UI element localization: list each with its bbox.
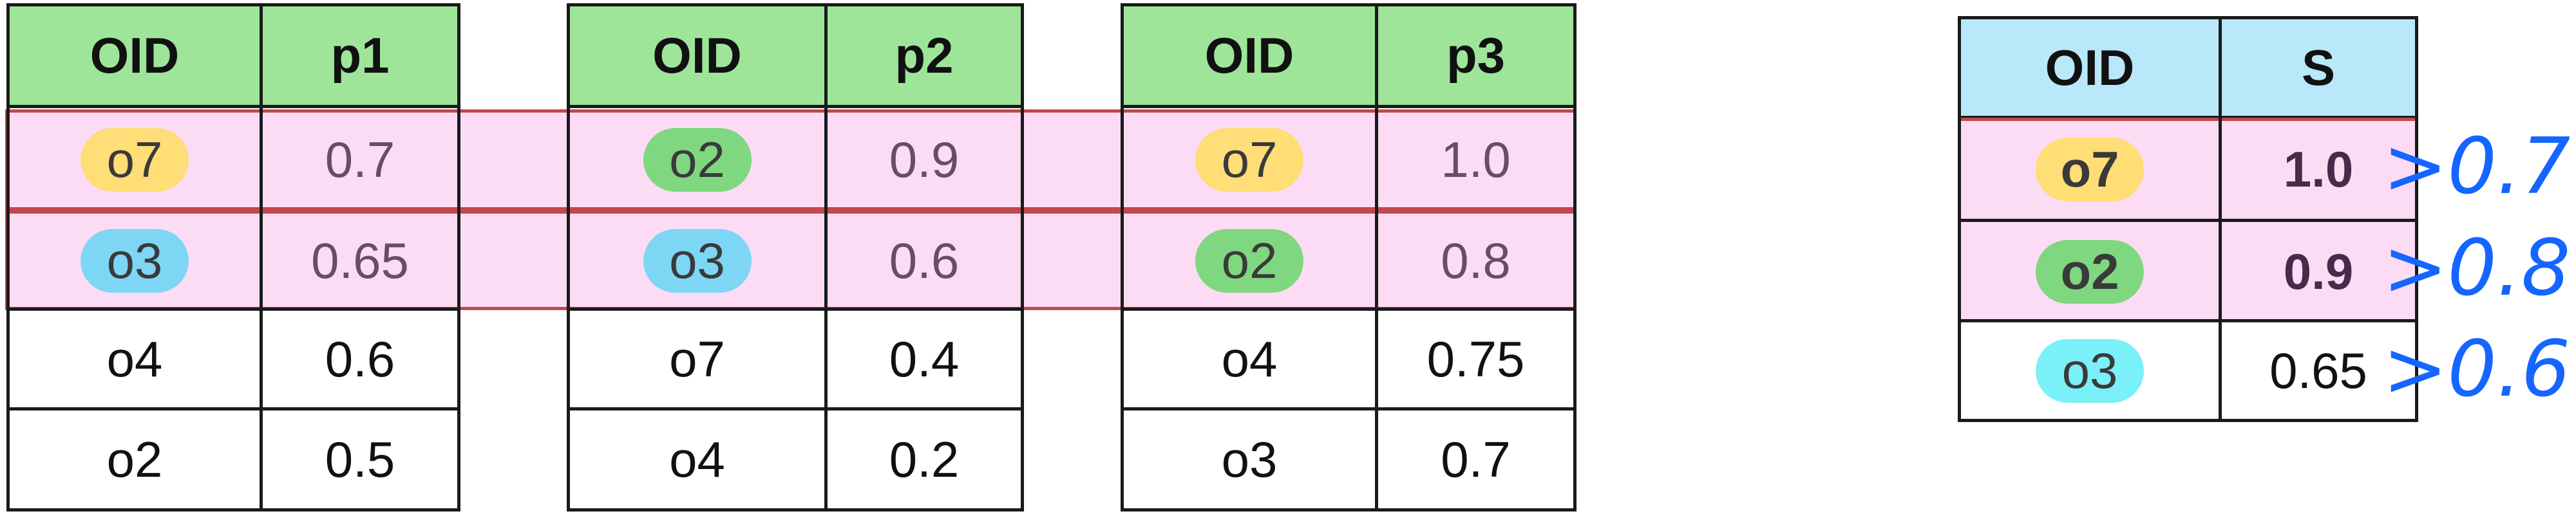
header-oid: OID <box>6 3 263 108</box>
oid-cell: o4 <box>567 407 828 511</box>
value-cell: 0.5 <box>260 407 460 511</box>
oid-cell: o3 <box>6 211 263 311</box>
value-cell: 0.6 <box>889 232 960 289</box>
oid-cell: o7 <box>1121 108 1378 211</box>
oid-cell: o3 <box>1958 319 2222 422</box>
oid-pill: o2 <box>2036 239 2144 304</box>
column-divider <box>1573 108 1577 311</box>
oid-pill: o3 <box>2036 338 2144 403</box>
oid-cell: o3 <box>1121 407 1378 511</box>
oid-cell: o2 <box>1958 221 2222 322</box>
header-p1: p1 <box>260 3 460 108</box>
oid-cell: o2 <box>567 108 828 211</box>
threshold-annotation: >0.8 <box>2383 224 2571 313</box>
column-divider <box>1375 108 1378 311</box>
value-cell: 0.6 <box>260 308 460 410</box>
score-cell: 0.65 <box>2219 319 2418 422</box>
highlight-band-row-1 <box>5 109 1577 210</box>
value-cell: 0.2 <box>824 407 1024 511</box>
column-divider <box>260 108 263 311</box>
score-cell: 0.9 <box>2283 243 2354 300</box>
oid-pill: o7 <box>1195 127 1303 192</box>
value-cell: 0.4 <box>824 308 1024 410</box>
oid-cell: o7 <box>6 108 263 211</box>
column-divider <box>457 108 460 311</box>
value-cell: 0.8 <box>1441 232 1511 289</box>
oid-cell: o2 <box>1121 211 1378 311</box>
oid-cell: o7 <box>567 308 828 410</box>
column-divider <box>824 108 828 311</box>
oid-cell: o4 <box>6 308 263 410</box>
value-cell: 0.7 <box>1375 407 1577 511</box>
threshold-annotation: >0.7 <box>2383 122 2571 212</box>
column-divider <box>6 108 10 311</box>
score-cell: 1.0 <box>2283 140 2354 198</box>
oid-pill: o2 <box>1195 229 1303 293</box>
value-cell: 0.75 <box>1375 308 1577 410</box>
oid-pill: o3 <box>643 229 752 293</box>
highlight-band-row-2 <box>5 210 1577 310</box>
value-cell: 0.7 <box>325 131 395 188</box>
oid-pill: o7 <box>80 127 189 192</box>
value-cell: 0.65 <box>311 232 409 289</box>
value-cell: 1.0 <box>1441 131 1511 188</box>
value-cell: 0.9 <box>889 131 960 188</box>
oid-cell: o7 <box>1958 118 2222 221</box>
header-oid: OID <box>1958 16 2222 119</box>
oid-cell: o2 <box>6 407 263 511</box>
oid-cell: o3 <box>567 211 828 311</box>
oid-pill: o7 <box>2036 137 2144 201</box>
threshold-annotation: >0.6 <box>2383 325 2571 414</box>
row-divider <box>1958 219 2418 222</box>
oid-pill: o3 <box>80 229 189 293</box>
oid-pill: o2 <box>643 127 752 192</box>
header-oid: OID <box>567 3 828 108</box>
column-divider <box>567 108 570 311</box>
column-divider <box>1021 108 1024 311</box>
header-p3: p3 <box>1375 3 1577 108</box>
header-oid: OID <box>1121 3 1378 108</box>
oid-cell: o4 <box>1121 308 1378 410</box>
header-p2: p2 <box>824 3 1024 108</box>
column-divider <box>1121 108 1124 311</box>
header-s: S <box>2219 16 2418 119</box>
